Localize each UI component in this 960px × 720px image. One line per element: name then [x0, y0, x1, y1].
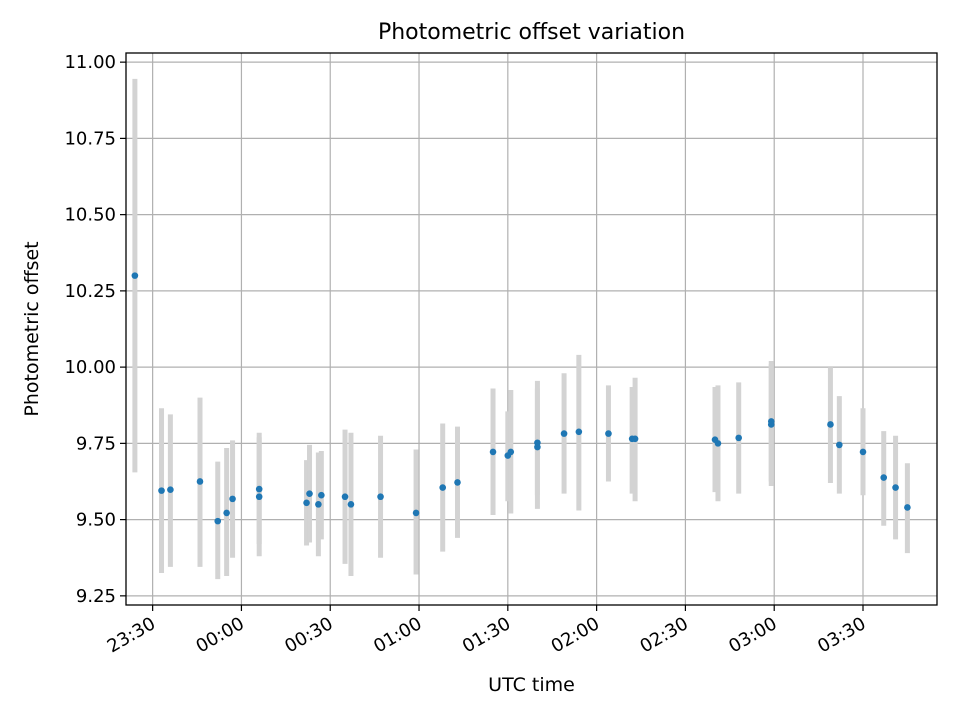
data-point	[714, 440, 722, 447]
data-point	[904, 504, 911, 511]
data-point	[255, 485, 263, 493]
y-tick-label: 10.50	[64, 205, 116, 226]
data-point	[892, 484, 899, 491]
data-point	[318, 491, 325, 499]
data-point	[735, 434, 742, 442]
data-point	[859, 448, 867, 456]
y-tick-label: 10.75	[64, 128, 116, 149]
y-tick-label: 10.25	[64, 281, 116, 302]
y-tick-label: 9.25	[76, 586, 116, 607]
y-tick-label: 9.50	[76, 510, 116, 531]
data-point	[255, 493, 263, 501]
data-points	[131, 272, 911, 525]
y-tick-label: 10.00	[64, 357, 116, 378]
data-point	[377, 493, 384, 501]
x-axis-label: UTC time	[488, 674, 575, 696]
data-point	[306, 490, 313, 497]
data-point	[836, 441, 843, 449]
chart-title: Photometric offset variation	[378, 20, 685, 45]
data-point	[454, 479, 461, 486]
data-point	[560, 430, 568, 437]
data-point	[303, 499, 310, 507]
y-axis-label: Photometric offset	[21, 241, 43, 416]
data-point	[767, 418, 775, 425]
data-point	[167, 486, 174, 494]
data-point	[347, 501, 355, 508]
data-point	[223, 509, 230, 517]
data-point	[880, 474, 888, 481]
data-point	[315, 501, 322, 508]
y-tick-label: 9.75	[76, 433, 116, 454]
data-point	[605, 430, 612, 437]
data-point	[229, 495, 236, 503]
data-point	[196, 478, 204, 485]
data-point	[412, 509, 420, 517]
data-point	[489, 448, 497, 456]
data-point	[827, 421, 834, 428]
data-point	[131, 272, 139, 279]
data-point	[507, 448, 515, 456]
data-point	[631, 435, 639, 443]
data-point	[158, 487, 165, 494]
data-point	[439, 484, 447, 491]
data-point	[341, 493, 349, 501]
data-point	[575, 428, 583, 436]
data-point	[214, 517, 222, 525]
y-tick-label: 11.00	[64, 52, 116, 73]
data-point	[534, 443, 541, 451]
plot-area-frame	[125, 52, 938, 606]
